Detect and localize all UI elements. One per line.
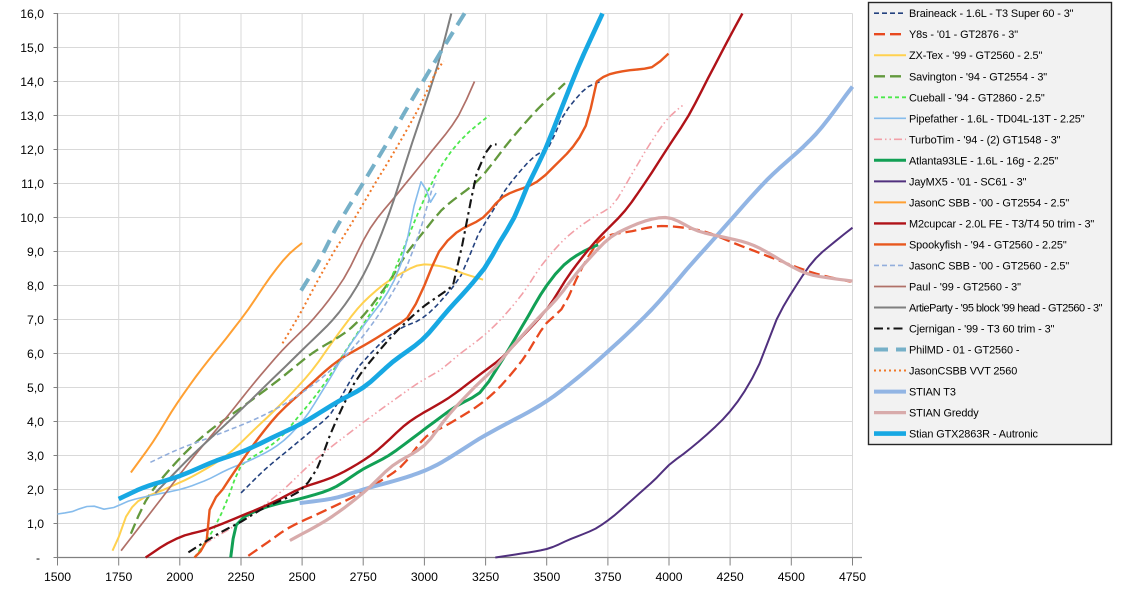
svg-text:3000: 3000 (411, 570, 438, 584)
svg-text:TurboTim - '94 - (2) GT1548 -: TurboTim - '94 - (2) GT1548 - 3" (909, 134, 1061, 146)
svg-text:3750: 3750 (594, 570, 621, 584)
svg-text:15,0: 15,0 (20, 41, 44, 55)
svg-text:Cjernigan - '99 - T3 60 trim -: Cjernigan - '99 - T3 60 trim - 3" (909, 324, 1055, 336)
svg-text:5,0: 5,0 (27, 381, 44, 395)
svg-text:10,0: 10,0 (20, 211, 44, 225)
svg-text:2000: 2000 (166, 570, 193, 584)
svg-text:13,0: 13,0 (20, 109, 44, 123)
svg-text:2,0: 2,0 (27, 483, 44, 497)
svg-text:STIAN T3: STIAN T3 (909, 387, 956, 399)
svg-text:1500: 1500 (44, 570, 71, 584)
svg-text:4000: 4000 (655, 570, 682, 584)
svg-text:4750: 4750 (839, 570, 866, 584)
svg-text:M2cupcar - 2.0L FE - T3/T4 50: M2cupcar - 2.0L FE - T3/T4 50 trim - 3" (909, 218, 1094, 230)
svg-text:2500: 2500 (289, 570, 316, 584)
svg-text:4250: 4250 (717, 570, 744, 584)
svg-text:4500: 4500 (778, 570, 805, 584)
svg-text:Braineack - 1.6L - T3 Super 60: Braineack - 1.6L - T3 Super 60 - 3" (909, 8, 1074, 20)
svg-text:3250: 3250 (472, 570, 499, 584)
svg-text:9,0: 9,0 (27, 245, 44, 259)
svg-text:Cueball - '94 - GT2860 - 2.5": Cueball - '94 - GT2860 - 2.5" (909, 92, 1045, 104)
svg-text:JasonC SBB - '00 - GT2554 - 2.: JasonC SBB - '00 - GT2554 - 2.5" (909, 197, 1069, 209)
svg-text:Stian GTX2863R - Autronic: Stian GTX2863R - Autronic (909, 429, 1039, 441)
svg-text:ArtieParty - '95 block '99 hea: ArtieParty - '95 block '99 head - GT2560… (909, 303, 1103, 315)
svg-text:6,0: 6,0 (27, 347, 44, 361)
svg-text:14,0: 14,0 (20, 75, 44, 89)
svg-text:16,0: 16,0 (20, 7, 44, 21)
svg-text:2750: 2750 (350, 570, 377, 584)
svg-text:8,0: 8,0 (27, 279, 44, 293)
svg-text:Spookyfish - '94 - GT2560 - 2.: Spookyfish - '94 - GT2560 - 2.25" (909, 239, 1067, 251)
svg-text:1750: 1750 (105, 570, 132, 584)
svg-text:3500: 3500 (533, 570, 560, 584)
svg-text:Savington - '94 - GT2554 - 3": Savington - '94 - GT2554 - 3" (909, 71, 1047, 83)
svg-text:JasonC SBB - '00 - GT2560 - 2.: JasonC SBB - '00 - GT2560 - 2.5" (909, 260, 1069, 272)
svg-text:Pipefather - 1.6L - TD04L-13T: Pipefather - 1.6L - TD04L-13T - 2.25" (909, 113, 1085, 125)
svg-text:-: - (36, 551, 40, 565)
svg-text:JayMX5 - '01 - SC61 - 3": JayMX5 - '01 - SC61 - 3" (909, 176, 1027, 188)
svg-text:Paul - '99 - GT2560 - 3": Paul - '99 - GT2560 - 3" (909, 282, 1021, 294)
svg-text:7,0: 7,0 (27, 313, 44, 327)
svg-text:Atlanta93LE - 1.6L - 16g - 2.2: Atlanta93LE - 1.6L - 16g - 2.25" (909, 155, 1058, 167)
svg-text:ZX-Tex - '99 - GT2560 - 2.5": ZX-Tex - '99 - GT2560 - 2.5" (909, 50, 1043, 62)
svg-text:12,0: 12,0 (20, 143, 44, 157)
svg-text:2250: 2250 (227, 570, 254, 584)
svg-text:Y8s - '01 - GT2876 - 3": Y8s - '01 - GT2876 - 3" (909, 29, 1018, 41)
svg-text:11,0: 11,0 (21, 177, 44, 191)
svg-text:JasonCSBB VVT 2560: JasonCSBB VVT 2560 (909, 366, 1017, 378)
svg-text:STIAN Greddy: STIAN Greddy (909, 408, 979, 420)
svg-text:4,0: 4,0 (27, 415, 44, 429)
svg-text:1,0: 1,0 (27, 517, 44, 531)
svg-text:3,0: 3,0 (27, 449, 44, 463)
svg-text:PhilMD - 01 - GT2560 -: PhilMD - 01 - GT2560 - (909, 345, 1020, 357)
